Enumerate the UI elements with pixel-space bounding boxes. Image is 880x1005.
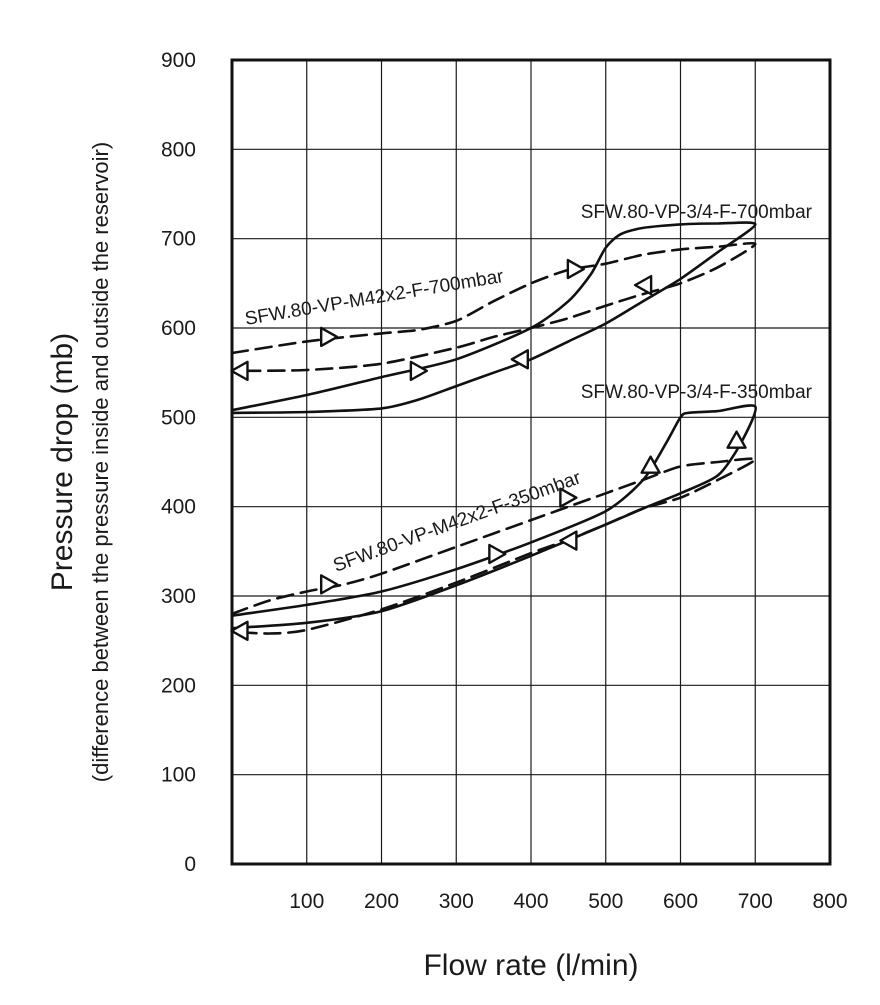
- flow-direction-arrow: [230, 620, 249, 642]
- flow-direction-arrow: [409, 360, 429, 382]
- series-label-sfw-80-vp-3-4-f-700mbar: SFW.80-VP-3/4-F-700mbar: [581, 202, 813, 223]
- series-line-sfw-80-vp-m42x2-f-350mbar: [230, 457, 757, 635]
- y-axis-subtitle: (difference between the pressure inside …: [88, 142, 113, 782]
- x-tick-label: 400: [513, 890, 548, 913]
- x-tick-label: 200: [364, 890, 399, 913]
- y-tick-label: 300: [161, 585, 196, 608]
- flow-direction-arrow: [488, 543, 507, 565]
- flow-direction-arrow: [559, 487, 578, 508]
- y-tick-label: 900: [161, 49, 196, 72]
- x-tick-label: 300: [439, 890, 474, 913]
- series-label-sfw-80-vp-m42x2-f-350mbar: SFW.80-VP-M42x2-F-350mbar: [331, 467, 585, 577]
- y-tick-label: 800: [161, 138, 196, 161]
- y-tick-label: 200: [161, 674, 196, 697]
- flow-direction-arrow: [559, 530, 578, 551]
- flow-direction-arrow: [319, 326, 339, 348]
- y-tick-label: 600: [161, 317, 196, 340]
- flow-direction-arrow: [566, 258, 586, 280]
- x-tick-label: 500: [588, 890, 623, 913]
- x-axis-title: Flow rate (l/min): [423, 949, 638, 982]
- plot-frame: [230, 58, 832, 866]
- flow-direction-arrow: [510, 349, 529, 370]
- y-tick-label: 700: [161, 228, 196, 251]
- grid-layer: [232, 60, 830, 864]
- series-line-sfw-80-vp-3-4-f-700mbar: [230, 221, 757, 415]
- flow-direction-arrow: [319, 574, 339, 595]
- tick-layer: 100 200 300 400 500 600 700 800 0 100 200 300 400 500…: [161, 49, 848, 913]
- series-layer: [230, 221, 757, 642]
- series-label-sfw-80-vp-3-4-f-350mbar: SFW.80-VP-3/4-F-350mbar: [581, 382, 813, 403]
- y-axis-title: Pressure drop (mb): [46, 333, 79, 591]
- flow-direction-arrow: [230, 360, 249, 382]
- y-tick-label: 0: [184, 853, 196, 876]
- y-tick-label: 100: [161, 764, 196, 787]
- x-tick-label: 700: [738, 890, 773, 913]
- flow-direction-arrow: [633, 274, 653, 296]
- y-tick-label: 400: [161, 496, 196, 519]
- flow-direction-arrow: [726, 430, 747, 449]
- flow-direction-arrow: [640, 455, 661, 474]
- x-tick-label: 100: [289, 890, 324, 913]
- series-line-sfw-80-vp-3-4-f-350mbar: [230, 404, 757, 630]
- series-label-sfw-80-vp-m42x2-f-700mbar: SFW.80-VP-M42x2-F-700mbar: [243, 266, 505, 330]
- x-tick-label: 800: [812, 890, 847, 913]
- series-line-sfw-80-vp-m42x2-f-700mbar: [230, 241, 757, 373]
- x-tick-label: 600: [663, 890, 698, 913]
- y-tick-label: 500: [161, 406, 196, 429]
